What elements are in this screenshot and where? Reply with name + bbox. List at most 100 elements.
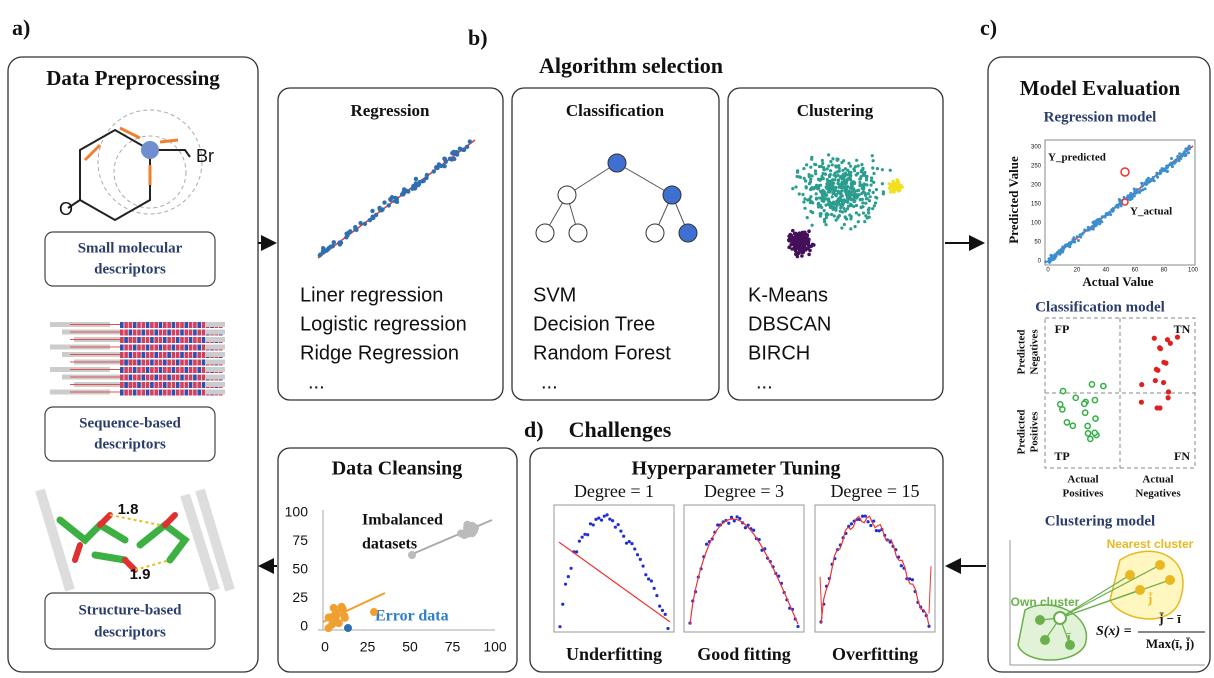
dot xyxy=(1094,222,1098,226)
seq-bar xyxy=(205,337,225,342)
dot xyxy=(802,200,806,204)
seq-cell xyxy=(180,367,184,373)
seq-cell xyxy=(188,322,193,328)
dot xyxy=(843,167,848,171)
dot xyxy=(373,212,379,218)
cluster-label: Own cluster xyxy=(1011,595,1080,609)
seq-cell xyxy=(193,382,197,388)
label: Sequence-based xyxy=(79,415,181,431)
dot xyxy=(825,186,829,190)
dot xyxy=(807,229,811,234)
seq-cell xyxy=(128,322,133,328)
seq-cell xyxy=(132,382,137,388)
cluster-hull xyxy=(1109,550,1184,620)
dot xyxy=(729,515,734,519)
dot xyxy=(337,240,342,245)
dot xyxy=(649,579,653,583)
dot xyxy=(863,514,867,518)
seq-cell xyxy=(132,367,137,373)
seq-cell xyxy=(201,374,206,381)
seq-cell xyxy=(158,382,163,388)
dot xyxy=(846,197,850,201)
section-title: Algorithm selection xyxy=(539,53,723,78)
seq-cell xyxy=(150,367,154,373)
dot xyxy=(605,513,609,517)
annotation: Y_actual xyxy=(1130,206,1172,218)
seq-cell xyxy=(197,344,201,351)
label: descriptors xyxy=(94,436,166,452)
axis-label: Negatives xyxy=(1029,329,1041,375)
seq-cell xyxy=(128,344,133,351)
dot xyxy=(872,204,876,208)
dot xyxy=(842,198,846,202)
dot xyxy=(808,180,813,184)
x-tick-label: 50 xyxy=(402,639,418,655)
dot xyxy=(828,205,833,209)
strand xyxy=(35,488,235,592)
dot xyxy=(853,225,857,229)
x-tick-label: 75 xyxy=(445,639,461,655)
dot xyxy=(839,184,843,188)
seq-cell xyxy=(141,374,146,381)
dot xyxy=(1163,360,1169,366)
dot xyxy=(835,203,839,207)
seq-cell xyxy=(120,382,124,388)
dot xyxy=(1078,233,1082,237)
dot xyxy=(435,165,440,171)
dot xyxy=(830,212,834,217)
dot xyxy=(856,164,860,168)
dot xyxy=(647,577,651,581)
dot xyxy=(846,204,851,208)
seq-cell xyxy=(197,382,201,388)
seq-cell xyxy=(180,337,184,343)
seq-cell xyxy=(124,344,128,351)
dot xyxy=(836,173,840,177)
dot xyxy=(867,211,871,215)
link xyxy=(1039,564,1171,646)
dot xyxy=(591,523,595,527)
seq-cell xyxy=(124,382,128,388)
y-tick-label: 0 xyxy=(1038,259,1042,265)
dot xyxy=(1175,158,1179,162)
dot xyxy=(1054,254,1058,258)
x-tick-label: 100 xyxy=(483,639,507,655)
list-item: Random Forest xyxy=(533,342,671,364)
seq-cell xyxy=(171,359,176,366)
seq-cell xyxy=(175,374,180,381)
dot xyxy=(895,178,899,182)
dot xyxy=(583,532,587,536)
dot xyxy=(889,185,893,189)
seq-cell xyxy=(137,389,141,396)
seq-cell xyxy=(145,352,150,358)
seq-cell xyxy=(150,337,154,343)
dot xyxy=(1151,335,1157,341)
dot xyxy=(846,200,850,204)
node xyxy=(662,185,682,205)
dot xyxy=(1186,151,1190,155)
seq-cell xyxy=(163,367,167,373)
dot xyxy=(431,169,436,174)
dot xyxy=(421,178,426,184)
seq-cell xyxy=(154,352,158,358)
seq-cell xyxy=(193,352,197,358)
dot xyxy=(597,516,601,520)
dot xyxy=(831,207,835,211)
dot xyxy=(1167,340,1173,346)
panel-label: b) xyxy=(468,25,488,50)
dot xyxy=(791,187,795,191)
dot xyxy=(1109,213,1113,217)
list-item: Logistic regression xyxy=(300,313,467,335)
dot xyxy=(794,241,799,245)
seq-cell xyxy=(132,389,137,396)
dot xyxy=(826,180,830,185)
seq-cell xyxy=(197,389,201,396)
marker xyxy=(1120,167,1130,177)
dot xyxy=(896,182,901,186)
dot xyxy=(464,144,470,150)
axis-label: Actual xyxy=(1067,474,1098,486)
dot xyxy=(1091,396,1099,404)
dot xyxy=(849,214,853,219)
panel-title: Data Preprocessing xyxy=(46,66,220,90)
y-tick-label: 200 xyxy=(1031,183,1042,189)
seq-cell xyxy=(120,352,124,358)
